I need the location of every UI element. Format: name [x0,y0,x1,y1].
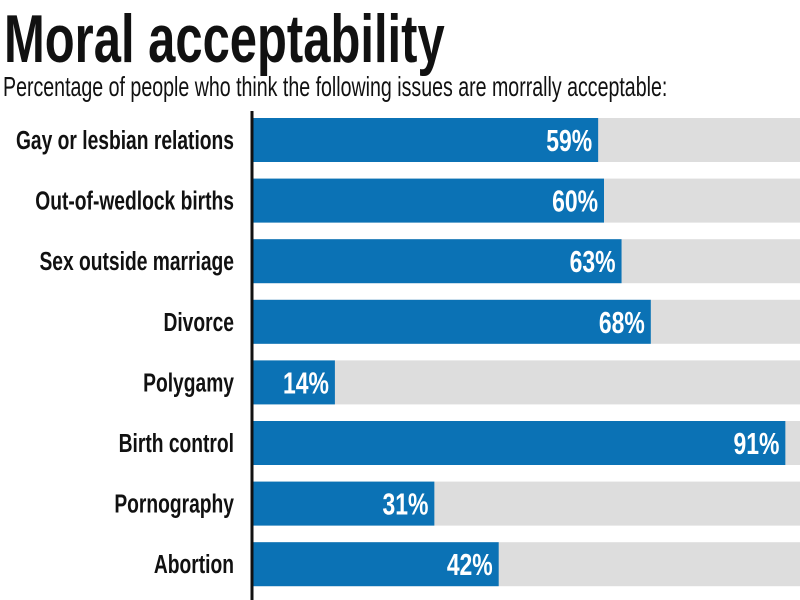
bars [253,118,786,587]
value-label: 63% [570,244,616,279]
category-label: Divorce [163,307,234,337]
value-label: 60% [552,183,598,218]
bar [253,178,604,223]
category-label: Abortion [154,549,234,579]
category-label: Pornography [114,489,234,519]
category-label: Out-of-wedlock births [35,186,234,216]
chart-title: Moral acceptability [4,0,445,77]
bar [253,481,435,526]
value-label: 31% [382,486,428,521]
category-label: Birth control [119,428,234,458]
category-label: Sex outside marriage [39,246,234,276]
bar [253,299,651,344]
value-label: 68% [599,304,645,339]
category-label: Gay or lesbian relations [16,125,234,155]
bar [253,360,335,405]
value-label: 42% [447,547,493,582]
bar [253,239,622,284]
value-label: 91% [733,426,779,461]
value-labels: 59% 60% 63% 68% 14% 91% 31% 42% [283,123,779,582]
category-label: Polygamy [143,368,234,398]
value-label: 14% [283,365,329,400]
bar [253,421,786,465]
chart-subtitle: Percentage of people who think the follo… [3,72,667,103]
value-label: 59% [546,123,592,158]
bar [253,542,499,587]
category-labels: Gay or lesbian relations Out-of-wedlock b… [16,125,234,579]
bar [253,118,599,162]
bar-track [253,360,800,405]
